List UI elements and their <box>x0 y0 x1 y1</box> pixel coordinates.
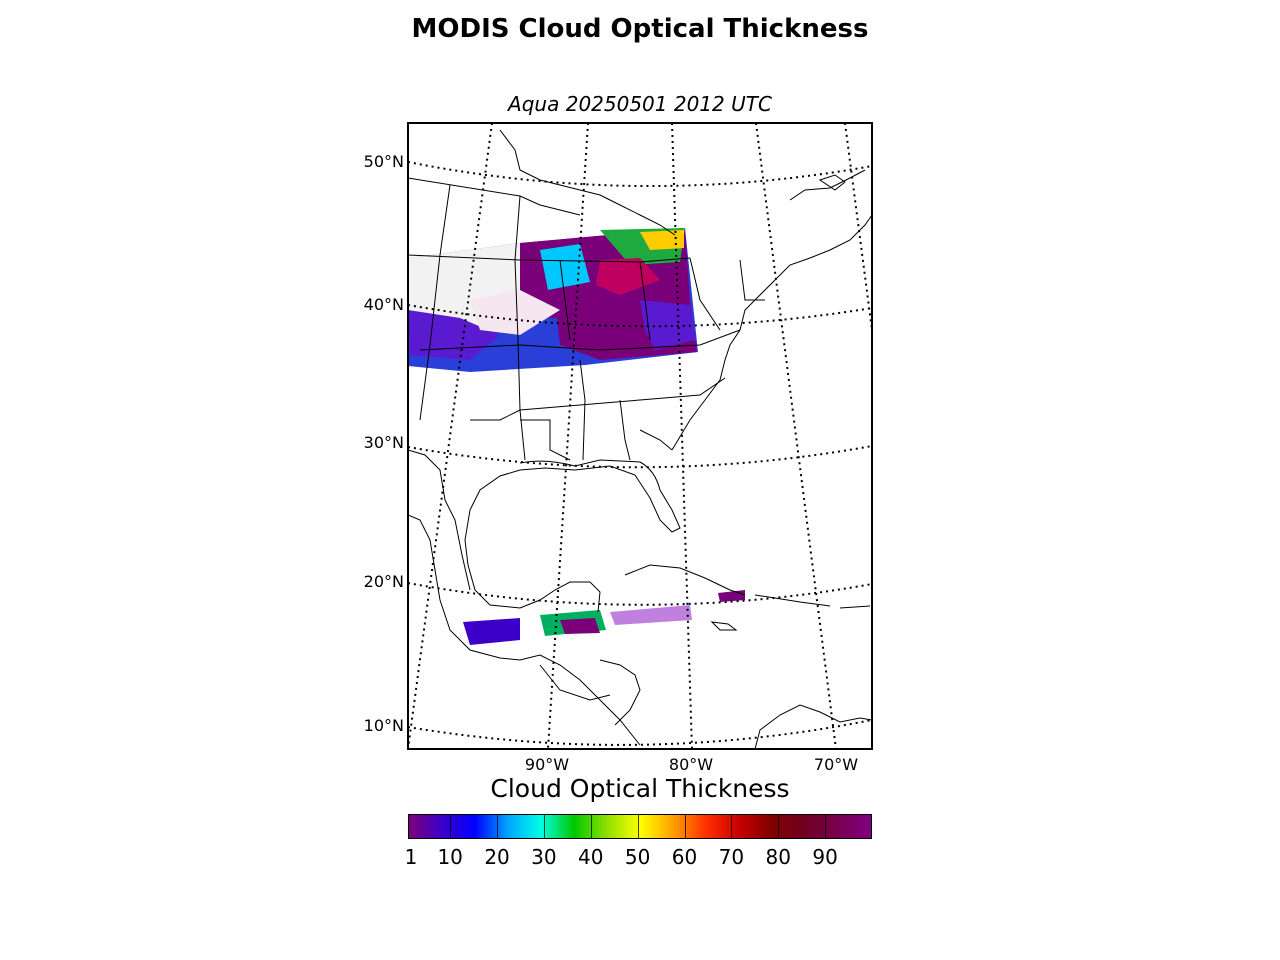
lon-label-90w: 90°W <box>524 755 570 774</box>
chart-subtitle: Aqua 20250501 2012 UTC <box>508 92 772 116</box>
graticule-latitude <box>408 161 872 746</box>
lon-label-80w: 80°W <box>668 755 714 774</box>
colorbar-tick-label: 10 <box>437 845 463 869</box>
colorbar-tick-label: 60 <box>671 845 698 869</box>
colorbar-tick-mark <box>637 815 639 838</box>
cloud-swath-north <box>408 228 698 372</box>
colorbar-tick-label: 30 <box>531 845 557 869</box>
colorbar-tick-label: 40 <box>578 845 604 869</box>
colorbar-tick-label: 70 <box>718 845 745 869</box>
colorbar-tick-label: 50 <box>624 845 651 869</box>
colorbar-tick-label: 20 <box>484 845 510 869</box>
colorbar-tick-mark <box>825 815 827 838</box>
colorbar-tick-mark <box>590 815 592 838</box>
lat-label-20n: 20°N <box>363 572 404 591</box>
colorbar-tick-mark <box>731 815 733 838</box>
chart-title: MODIS Cloud Optical Thickness <box>411 14 869 44</box>
political-borders <box>408 177 765 701</box>
colorbar-tick-label: 80 <box>765 845 791 869</box>
colorbar-tick-mark <box>778 815 780 838</box>
colorbar <box>408 814 872 839</box>
colorbar-tick-label: 90 <box>812 845 838 869</box>
colorbar-tick-mark <box>450 815 452 838</box>
colorbar-tick-mark <box>543 815 545 838</box>
colorbar-tick-mark <box>497 815 499 838</box>
map-background <box>408 123 872 749</box>
lon-label-70w: 70°W <box>813 755 859 774</box>
colorbar-tick-mark <box>684 815 686 838</box>
graticule-longitude <box>408 123 872 749</box>
map-frame <box>407 122 873 750</box>
cloud-swath-south <box>463 590 745 645</box>
colorbar-tick-label: 1 <box>404 845 418 869</box>
coastlines <box>408 129 872 749</box>
lat-label-10n: 10°N <box>363 716 404 735</box>
colorbar-title: Cloud Optical Thickness <box>490 774 790 803</box>
lat-label-50n: 50°N <box>363 152 404 171</box>
lat-label-40n: 40°N <box>363 295 404 314</box>
lat-label-30n: 30°N <box>363 433 404 452</box>
